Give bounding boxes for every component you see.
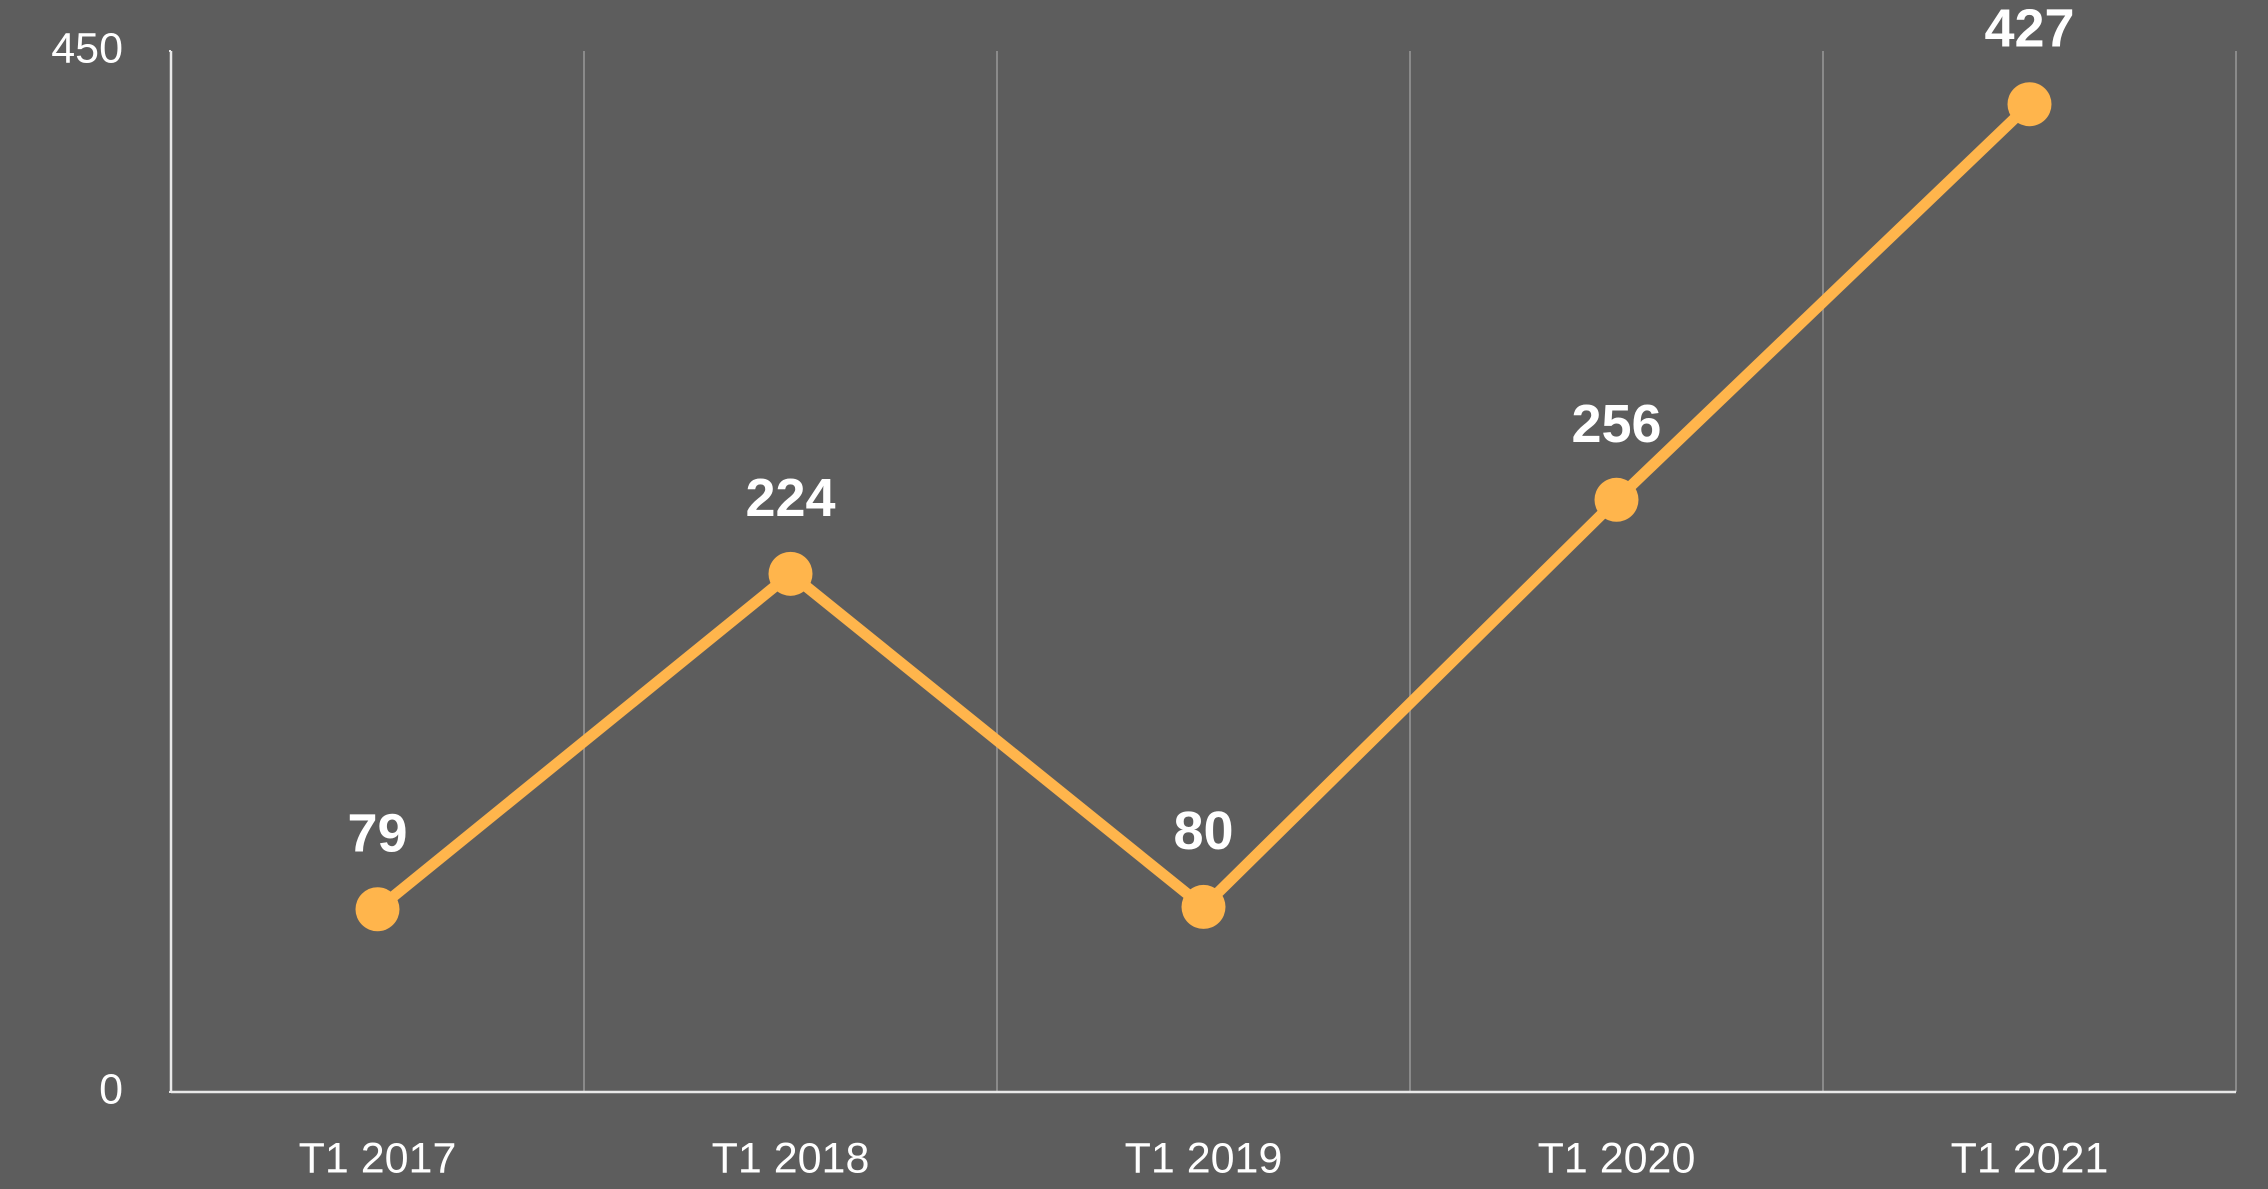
y-tick-label: 450 xyxy=(51,24,123,72)
data-label: 224 xyxy=(745,468,835,528)
x-tick-label: T1 2018 xyxy=(712,1134,870,1182)
marker xyxy=(768,551,813,596)
data-label: 427 xyxy=(1984,0,2074,58)
data-label: 79 xyxy=(347,804,407,864)
x-tick-label: T1 2020 xyxy=(1538,1134,1696,1182)
y-tick-label: 0 xyxy=(99,1065,123,1113)
x-tick-label: T1 2019 xyxy=(1125,1134,1283,1182)
marker xyxy=(355,887,400,932)
data-label: 256 xyxy=(1571,394,1661,454)
marker xyxy=(1181,884,1226,929)
marker xyxy=(1594,477,1639,522)
x-tick-label: T1 2021 xyxy=(1951,1134,2109,1182)
marker xyxy=(2007,82,2052,127)
x-tick-label: T1 2017 xyxy=(299,1134,457,1182)
data-label: 80 xyxy=(1173,801,1233,861)
